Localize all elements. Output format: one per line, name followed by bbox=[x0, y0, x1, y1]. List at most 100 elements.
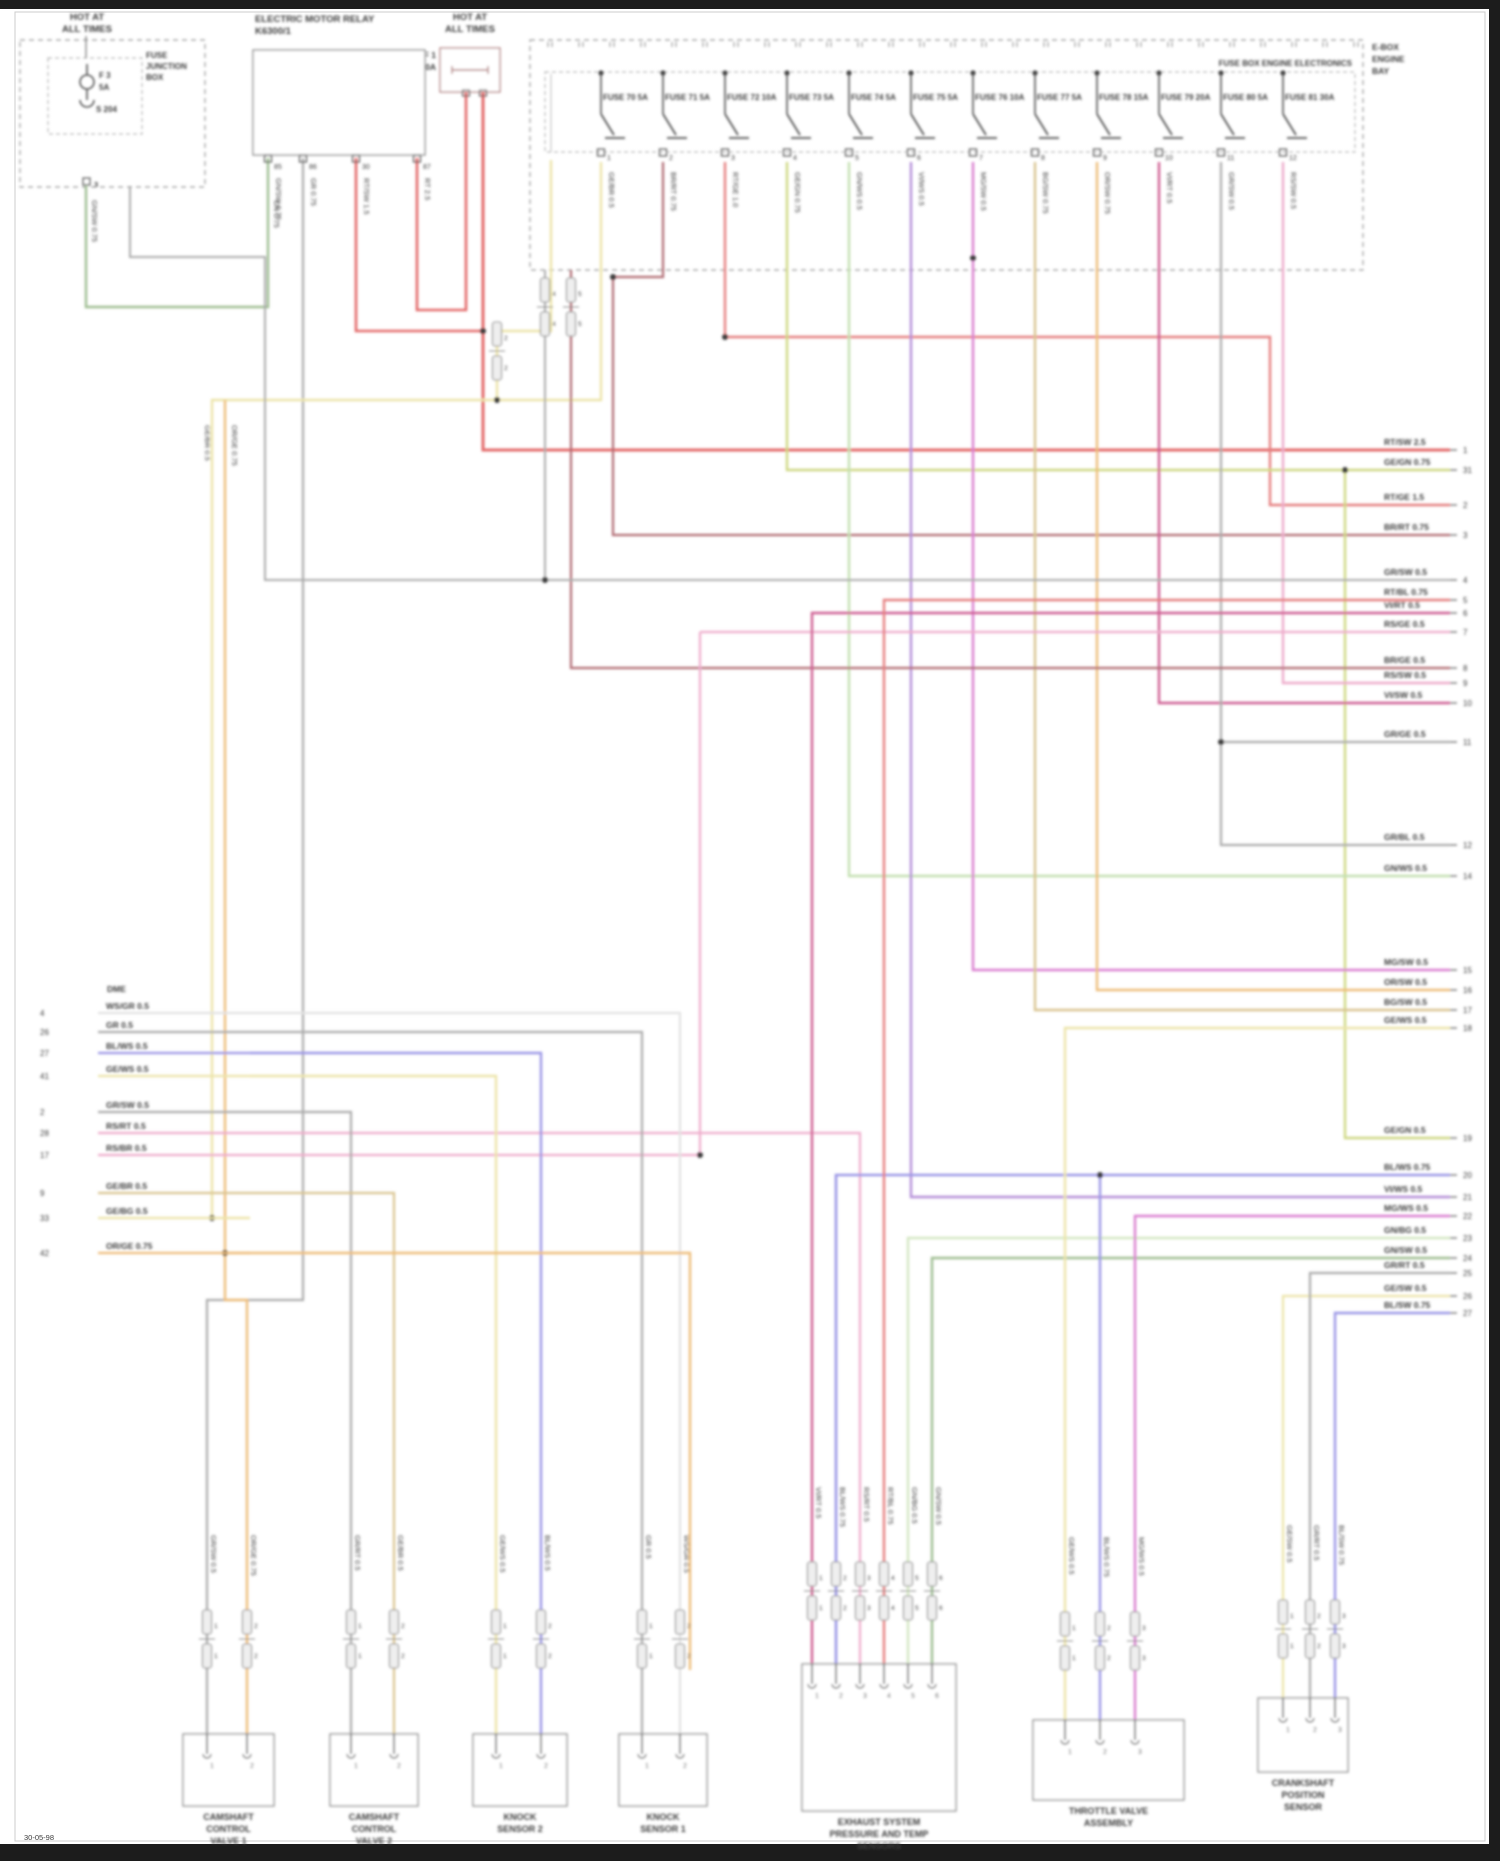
left-terminal-label: RS/BR 0.5 bbox=[106, 1143, 147, 1153]
wire-orange bbox=[1095, 162, 1450, 992]
inline-connector-pin: 2 bbox=[504, 335, 508, 342]
right-terminal-label: RT/SW 2.5 bbox=[1384, 437, 1426, 447]
left-terminal-pin: 26 bbox=[40, 1028, 49, 1037]
component-label: KNOCK bbox=[647, 1812, 680, 1822]
fusebox-side-label-3: BAY bbox=[1372, 66, 1389, 76]
left-terminal-label: GR 0.5 bbox=[106, 1020, 133, 1030]
component-wire-code: OR/GE 0.75 bbox=[249, 1535, 258, 1576]
right-terminal-pin: 16 bbox=[1463, 986, 1472, 995]
inline-connector-pin: 3 bbox=[1142, 1625, 1146, 1632]
left-terminal-pin: 27 bbox=[40, 1049, 49, 1058]
inline-connector-icon bbox=[902, 1561, 914, 1587]
left-terminal-pin: 9 bbox=[40, 1189, 45, 1198]
component-pin-number: 1 bbox=[354, 1763, 358, 1770]
aux-fuse-rating: 50A bbox=[420, 62, 436, 72]
wire-tan bbox=[250, 1191, 396, 1734]
fusebox-title: FUSE BOX ENGINE ELECTRONICS bbox=[1219, 59, 1353, 68]
inline-connector-icon bbox=[491, 355, 503, 381]
fuse-pin-number: 11 bbox=[1227, 155, 1234, 162]
fuse-pin-number: 5 bbox=[855, 155, 859, 162]
component-pin-number: 2 bbox=[683, 1763, 687, 1770]
component-wire-code: GR/SW 0.5 bbox=[209, 1535, 218, 1573]
inline-connector-pin: 2 bbox=[401, 1653, 405, 1660]
fuse-pin-number: 10 bbox=[1165, 155, 1173, 162]
component-pin-number: 1 bbox=[1286, 1727, 1290, 1734]
fuse-pin-number: 6 bbox=[917, 155, 921, 162]
fuse-label: FUSE 73 5A bbox=[789, 93, 834, 102]
right-terminal-pin: 18 bbox=[1463, 1024, 1472, 1033]
component-wire-code: GE/SW 0.5 bbox=[1285, 1525, 1294, 1563]
component-wire-code: GR/RT 0.5 bbox=[1312, 1525, 1321, 1561]
inline-connector-pin: 2 bbox=[254, 1653, 258, 1660]
wire-magenta bbox=[971, 162, 1450, 972]
inline-connector-pin: 4 bbox=[552, 291, 556, 298]
wire-periwinkle bbox=[250, 1051, 543, 1734]
inline-connector-icon bbox=[926, 1561, 938, 1587]
fuse-pin-number: 2 bbox=[669, 155, 673, 162]
right-terminal-pin: 23 bbox=[1463, 1234, 1472, 1243]
wire-paleyellow bbox=[250, 1074, 498, 1734]
left-terminal-label: GR/SW 0.5 bbox=[106, 1100, 149, 1110]
left-terminal-label: BL/WS 0.5 bbox=[106, 1041, 148, 1051]
inline-connector-pin: 6 bbox=[939, 1575, 943, 1582]
inline-connector-icon bbox=[565, 277, 577, 303]
right-terminal-pin: 15 bbox=[1463, 966, 1472, 975]
fuse-blade-icon bbox=[910, 113, 925, 136]
inline-connector-icon bbox=[490, 1609, 502, 1635]
inline-connector-pin: 3 bbox=[867, 1605, 871, 1612]
fuse-wire-code: BG/SW 0.75 bbox=[1041, 172, 1050, 214]
inline-connector-icon bbox=[1304, 1599, 1316, 1625]
inline-connector-icon bbox=[1277, 1633, 1289, 1659]
right-terminal-pin: 25 bbox=[1463, 1269, 1472, 1278]
right-terminal-label: GE/GN 0.5 bbox=[1384, 1125, 1426, 1135]
inline-connector-icon bbox=[241, 1609, 253, 1635]
fuse-pin-number: 7 bbox=[979, 155, 983, 162]
component-wire-code: BL/WS 0.75 bbox=[1102, 1537, 1111, 1577]
inline-connector-pin: 2 bbox=[254, 1623, 258, 1630]
inner-border bbox=[14, 11, 1486, 1842]
component-pin-number: 1 bbox=[1068, 1749, 1072, 1756]
inline-connector-pin: 2 bbox=[1317, 1613, 1321, 1620]
right-terminal-pin: 11 bbox=[1463, 738, 1472, 747]
fuse-pin-square bbox=[1154, 148, 1164, 157]
component-label: VALVE 1 bbox=[210, 1836, 246, 1846]
inline-connector-pin: 2 bbox=[1107, 1655, 1111, 1662]
fuse-blade-icon bbox=[972, 113, 987, 136]
component-label: KNOCK bbox=[504, 1812, 537, 1822]
junction-box-outline bbox=[19, 39, 206, 188]
fuse-a-name: F 3 bbox=[99, 71, 111, 80]
relay-label-1: ELECTRIC MOTOR RELAY bbox=[255, 14, 375, 25]
wire-gray bbox=[250, 1110, 353, 1734]
component-wire-code: GR 0.5 bbox=[644, 1535, 653, 1559]
component-label: SENSOR bbox=[1284, 1802, 1323, 1812]
junction-dot bbox=[697, 1152, 703, 1158]
junction-box-label-2: JUNCTION bbox=[146, 62, 187, 71]
fuse-pin-square bbox=[596, 148, 606, 157]
inline-connector-icon bbox=[201, 1643, 213, 1669]
wire-red bbox=[882, 598, 1450, 1664]
engine-fusebox-outline bbox=[529, 39, 1364, 271]
relay-wire-code: RT/SW 1.5 bbox=[362, 178, 371, 215]
wire-palegreen bbox=[906, 1236, 1450, 1664]
fuse-wire-code: VI/RT 0.5 bbox=[1165, 172, 1174, 203]
junction-box-label-1: FUSE bbox=[146, 51, 168, 60]
fuse-wire-code: GE/GN 0.75 bbox=[793, 172, 802, 213]
component-box bbox=[329, 1733, 419, 1807]
component-pin-socket bbox=[536, 1753, 546, 1759]
fuse-blade-icon bbox=[1034, 113, 1049, 136]
right-terminal-label: RT/GE 1.5 bbox=[1384, 492, 1424, 502]
component-pin-number: 5 bbox=[911, 1693, 915, 1700]
wire-brightred bbox=[415, 92, 468, 312]
frame-top bbox=[0, 0, 1500, 9]
left-terminal-pin: 33 bbox=[40, 1214, 49, 1223]
component-pin-number: 3 bbox=[1138, 1749, 1142, 1756]
left-header: DME bbox=[107, 984, 126, 994]
left-terminal-label: GE/BG 0.5 bbox=[106, 1206, 148, 1216]
junction-dot bbox=[542, 577, 548, 583]
component-label: CAMSHAFT bbox=[203, 1812, 254, 1822]
relay-wire-code: GN/SW 0.75 bbox=[274, 178, 283, 220]
left-terminal-label: WS/GR 0.5 bbox=[106, 1001, 149, 1011]
right-terminal-label: GR/SW 0.5 bbox=[1384, 567, 1427, 577]
aux-fuse-element-icon bbox=[451, 66, 489, 74]
wire-violet bbox=[909, 162, 1450, 1199]
